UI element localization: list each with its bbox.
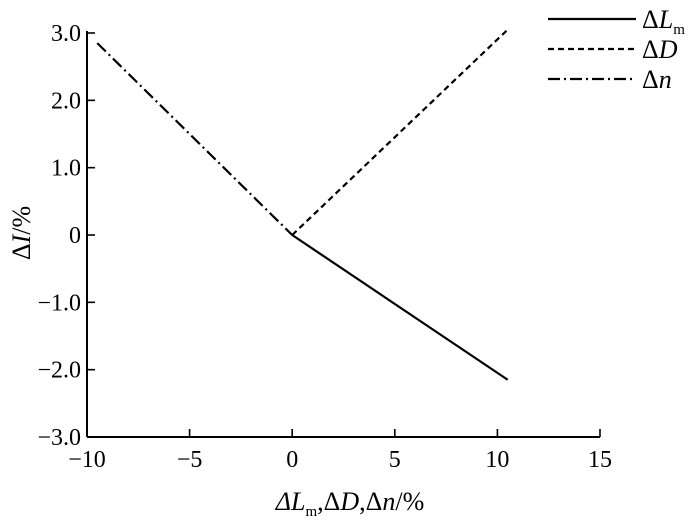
y-axis-ticks: −3.0 −2.0 −1.0 0 1.0 2.0 3.0 xyxy=(37,21,95,451)
y-tick-label: −2.0 xyxy=(37,358,81,384)
series-line-dashdot xyxy=(96,42,293,236)
y-axis-label: ΔI/% xyxy=(7,206,36,260)
y-tick-label: −3.0 xyxy=(37,425,81,451)
chart-axes xyxy=(86,31,600,438)
chart-series xyxy=(96,28,509,381)
series-line-solid xyxy=(291,234,509,381)
legend-label: ΔD xyxy=(642,35,678,64)
y-tick-label: 1.0 xyxy=(51,156,81,182)
x-tick-label: 10 xyxy=(485,447,509,473)
y-tick-label: 0 xyxy=(69,223,81,249)
y-tick-label: 3.0 xyxy=(51,21,81,47)
y-tick-label: −1.0 xyxy=(37,290,81,316)
x-tick-label: 15 xyxy=(588,447,612,473)
x-tick-label: −5 xyxy=(177,447,203,473)
x-axis-label: ΔLm,ΔD,Δn/% xyxy=(275,487,425,520)
legend-label: Δn xyxy=(642,65,672,94)
x-axis-ticks: −10 −5 0 5 10 15 xyxy=(68,429,612,473)
series-line-dashed xyxy=(291,28,509,236)
legend-label: ΔLm xyxy=(642,5,685,38)
x-tick-label: −10 xyxy=(68,447,106,473)
x-tick-label: 5 xyxy=(389,447,401,473)
x-tick-label: 0 xyxy=(286,447,298,473)
y-tick-label: 2.0 xyxy=(51,88,81,114)
